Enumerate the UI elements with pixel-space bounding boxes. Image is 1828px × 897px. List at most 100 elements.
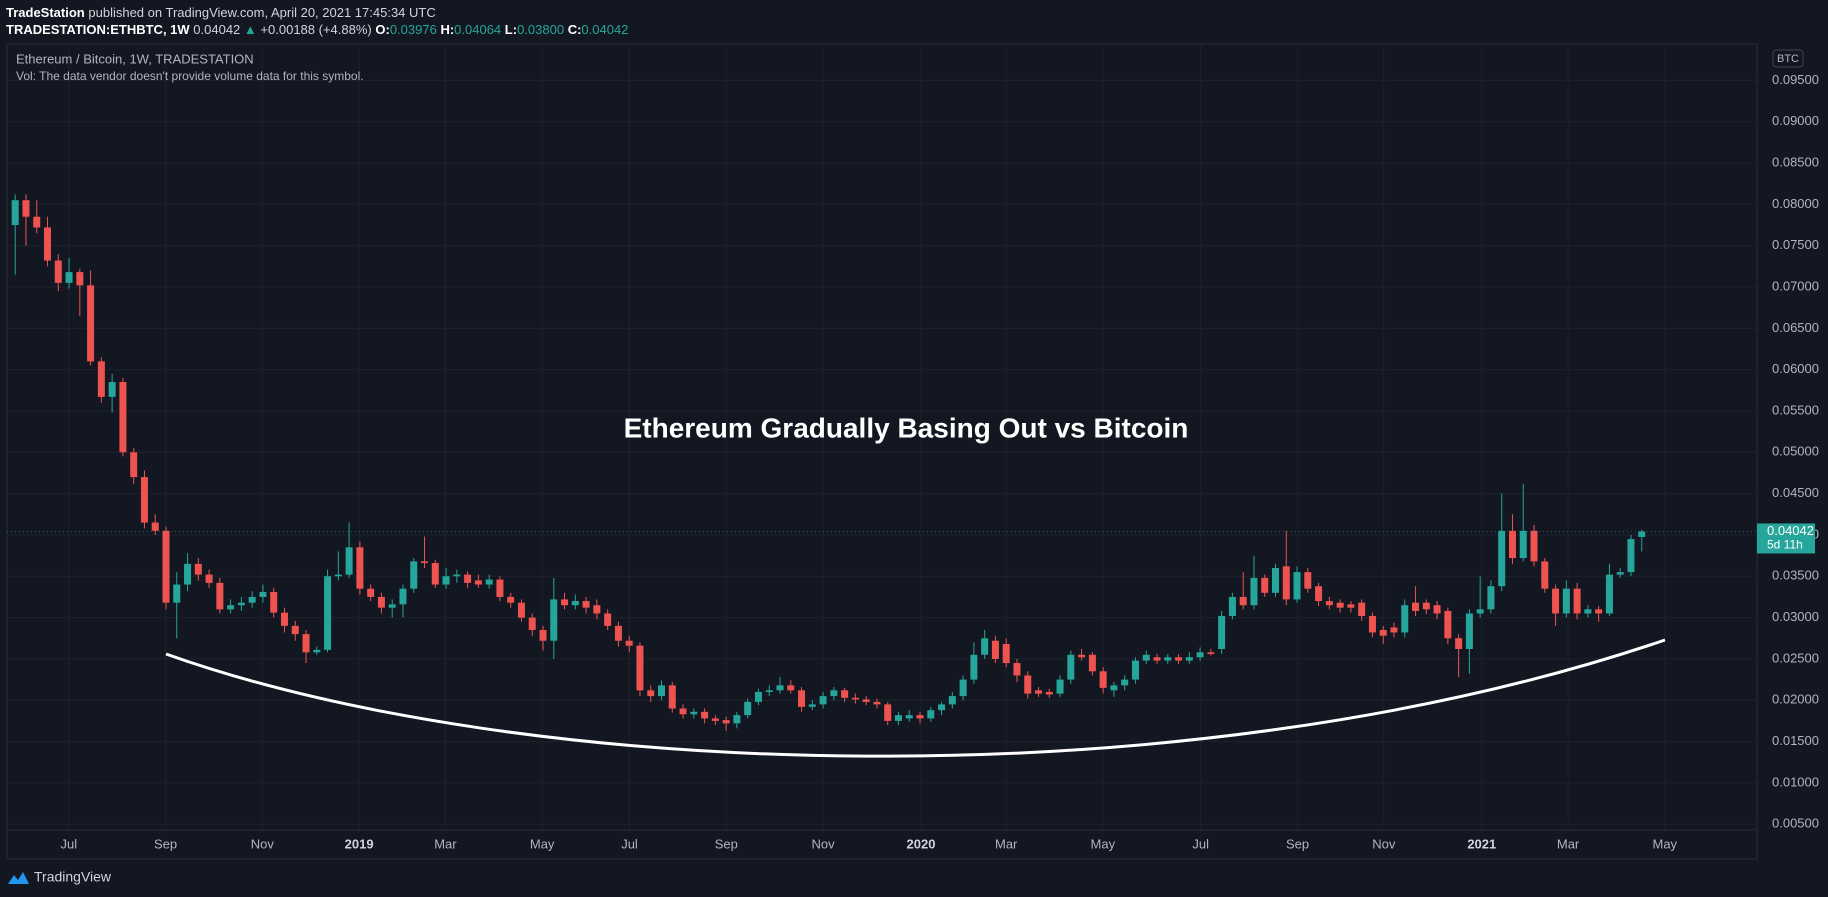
last-price-tag	[1757, 523, 1815, 554]
y-tick-label: 0.01500	[1772, 733, 1819, 748]
candle-body	[1088, 654, 1096, 672]
candle-body	[1067, 654, 1075, 680]
candle-body	[1508, 530, 1516, 559]
candle-body	[1498, 530, 1506, 587]
last-price-label: 0.04042	[1767, 523, 1814, 538]
y-tick-label: 0.03000	[1772, 609, 1819, 624]
candle-body	[1228, 596, 1236, 616]
candle-body	[227, 605, 235, 610]
x-tick-label: Mar	[1557, 836, 1580, 851]
candle-body	[248, 596, 256, 603]
candle-body	[1422, 602, 1430, 610]
last: 0.04042	[193, 22, 241, 37]
candle-body	[1358, 602, 1366, 616]
candle-body	[647, 690, 655, 697]
h: 0.04064	[454, 22, 502, 37]
candle-body	[819, 696, 827, 705]
y-tick-label: 0.05000	[1772, 444, 1819, 459]
candle-body	[711, 718, 719, 721]
o: 0.03976	[389, 22, 437, 37]
change: +0.00188 (+4.88%)	[260, 22, 372, 37]
candle-body	[1304, 572, 1312, 589]
pane-border	[6, 43, 1758, 860]
candle-body	[528, 617, 536, 630]
candle-body	[345, 547, 353, 575]
y-tick-label: 0.05500	[1772, 402, 1819, 417]
publish-line: TradeStation published on TradingView.co…	[6, 4, 628, 21]
candle-body	[33, 216, 41, 228]
published: published on TradingView.com, April 20, …	[88, 5, 436, 20]
l-label: L:	[504, 22, 518, 37]
candle-body	[1368, 615, 1376, 633]
candle-body	[1121, 679, 1129, 686]
candle-body	[754, 691, 762, 702]
candle-body	[1045, 691, 1053, 695]
candle-body	[1616, 572, 1624, 575]
candle-body	[474, 580, 482, 585]
currency: BTC	[1777, 53, 1799, 65]
candle-body	[841, 690, 849, 698]
candle-body	[517, 602, 525, 618]
candle-body	[65, 272, 73, 283]
candle-body	[76, 272, 84, 286]
candle-body	[787, 685, 795, 691]
candle-body	[1412, 602, 1420, 611]
candle-body	[1250, 577, 1258, 606]
candle-body	[1325, 601, 1333, 606]
y-tick-label: 0.07000	[1772, 278, 1819, 293]
candle-body	[1315, 586, 1323, 602]
candle-body	[625, 640, 633, 646]
candle-body	[614, 625, 622, 641]
candle-body	[44, 227, 52, 261]
candle-body	[1099, 671, 1107, 688]
candle-body	[1013, 663, 1021, 676]
candle-body	[162, 530, 170, 603]
candle-body	[421, 561, 429, 564]
candle-body	[1584, 609, 1592, 614]
candle-body	[270, 591, 278, 613]
candle-body	[496, 579, 504, 597]
candle-body	[194, 563, 202, 575]
candle-body	[830, 690, 838, 697]
y-tick-label: 0.09000	[1772, 113, 1819, 128]
y-tick-label: 0.08000	[1772, 196, 1819, 211]
candle-body	[453, 574, 461, 577]
candle-body	[151, 522, 159, 531]
candle-body	[1455, 638, 1463, 649]
y-tick-label: 0.00500	[1772, 816, 1819, 831]
y-tick-label: 0.03500	[1772, 568, 1819, 583]
candle-body	[798, 690, 806, 707]
candle-body	[108, 382, 116, 397]
l: 0.03800	[517, 22, 565, 37]
countdown: 5d 11h	[1767, 538, 1803, 552]
chart-title: Ethereum Gradually Basing Out vs Bitcoin	[624, 412, 1189, 443]
candle-body	[334, 574, 342, 577]
candle-body	[1164, 657, 1172, 661]
candle-body	[884, 704, 892, 721]
candle-body	[1444, 610, 1452, 639]
candle-body	[991, 640, 999, 659]
candle-body	[1476, 609, 1484, 614]
symbol: TRADESTATION:ETHBTC, 1W	[6, 22, 190, 37]
x-tick-label: Jul	[621, 836, 638, 851]
candle-body	[1218, 615, 1226, 649]
candle-body	[1196, 652, 1204, 658]
x-tick-label: Nov	[812, 836, 836, 851]
candle-body	[1562, 588, 1570, 614]
candle-body	[1379, 629, 1387, 636]
x-tick-label: Nov	[1372, 836, 1396, 851]
candle-body	[1207, 652, 1215, 654]
candle-body	[216, 582, 224, 610]
candle-body	[280, 612, 288, 626]
candle-body	[1401, 605, 1409, 633]
candle-body	[1433, 605, 1441, 614]
candle-body	[367, 588, 375, 597]
x-tick-label: Mar	[995, 836, 1018, 851]
candle-body	[1153, 657, 1161, 661]
candle-body	[593, 605, 601, 614]
candle-body	[173, 584, 181, 603]
candle-body	[464, 574, 472, 583]
candle-body	[1573, 588, 1581, 614]
candle-body	[1541, 561, 1549, 589]
